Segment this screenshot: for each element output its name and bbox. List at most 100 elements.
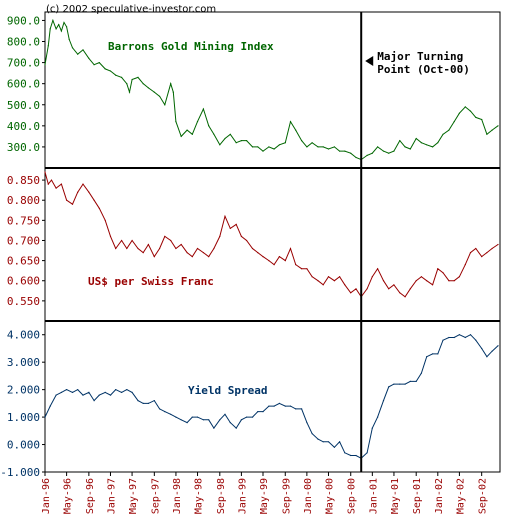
- data-point: [147, 243, 149, 246]
- data-point: [350, 454, 352, 457]
- data-point: [432, 353, 434, 355]
- data-point: [175, 416, 177, 418]
- data-point: [481, 347, 483, 350]
- data-point: [180, 419, 182, 421]
- data-point: [164, 104, 166, 106]
- data-point: [246, 140, 248, 142]
- data-point: [481, 256, 483, 258]
- data-point: [306, 422, 308, 424]
- data-point: [172, 91, 174, 93]
- data-point: [137, 400, 139, 402]
- data-point: [458, 112, 460, 114]
- data-point: [49, 405, 51, 407]
- data-point: [213, 427, 215, 429]
- data-point: [497, 345, 499, 347]
- data-point: [219, 419, 221, 421]
- y-tick-label: 500.0: [7, 99, 40, 112]
- data-point: [268, 260, 270, 262]
- data-point: [240, 419, 242, 421]
- data-point: [377, 416, 379, 418]
- data-point: [159, 247, 161, 250]
- x-tick-label: Jan-96: [41, 478, 52, 514]
- data-point: [137, 247, 139, 250]
- data-point: [339, 441, 341, 443]
- data-point: [202, 252, 204, 254]
- data-point: [251, 247, 254, 250]
- data-point: [388, 152, 390, 154]
- data-point: [432, 146, 434, 148]
- data-point: [66, 389, 68, 391]
- series-label: Yield Spread: [188, 384, 267, 397]
- data-point: [306, 146, 308, 148]
- data-point: [142, 402, 144, 404]
- y-tick-label: 1.000: [7, 411, 40, 424]
- data-point: [284, 260, 286, 262]
- data-point: [229, 422, 231, 424]
- data-point: [393, 383, 395, 385]
- series-label: Barrons Gold Mining Index: [108, 40, 274, 53]
- data-point: [327, 276, 330, 278]
- data-point: [88, 191, 90, 193]
- x-tick-label: Sep-98: [216, 478, 227, 514]
- data-point: [121, 391, 123, 393]
- data-point: [486, 252, 488, 254]
- data-point: [327, 441, 330, 443]
- data-point: [262, 411, 264, 413]
- data-point: [469, 110, 472, 112]
- data-point: [175, 121, 177, 123]
- data-point: [82, 49, 84, 51]
- data-point: [131, 239, 133, 242]
- y-tick-label: -1.000: [0, 466, 40, 479]
- data-point: [278, 144, 280, 146]
- data-point: [71, 47, 74, 49]
- data-point: [186, 252, 188, 254]
- data-point: [170, 413, 172, 415]
- data-point: [289, 405, 292, 407]
- data-point: [175, 247, 177, 250]
- data-point: [235, 142, 237, 144]
- data-point: [262, 256, 264, 258]
- data-point: [289, 121, 292, 123]
- data-point: [147, 87, 149, 89]
- data-point: [469, 252, 472, 254]
- data-point: [311, 433, 313, 435]
- data-point: [273, 148, 275, 150]
- x-tick-label: Jan-00: [303, 478, 314, 514]
- data-point: [58, 24, 60, 26]
- y-tick-label: 4.000: [7, 329, 40, 342]
- data-point: [93, 64, 95, 66]
- data-point: [208, 125, 210, 127]
- data-point: [458, 334, 460, 336]
- y-tick-label: 0.600: [7, 275, 40, 288]
- data-point: [47, 45, 49, 47]
- data-point: [88, 391, 90, 393]
- data-point: [60, 391, 63, 393]
- arrow-icon: [365, 56, 374, 66]
- data-point: [311, 142, 313, 144]
- data-point: [191, 256, 193, 258]
- data-point: [257, 252, 259, 254]
- data-point: [180, 243, 182, 246]
- y-tick-label: 0.750: [7, 214, 40, 227]
- data-point: [109, 235, 112, 237]
- data-point: [50, 179, 53, 181]
- x-tick-label: Sep-01: [412, 478, 423, 514]
- data-point: [257, 146, 259, 148]
- data-point: [229, 133, 231, 135]
- data-point: [371, 427, 373, 429]
- data-point: [104, 68, 106, 70]
- data-point: [219, 235, 221, 237]
- data-point: [213, 133, 215, 135]
- data-point: [486, 133, 488, 135]
- data-point: [371, 276, 373, 278]
- data-point: [224, 413, 226, 415]
- data-point: [481, 118, 483, 121]
- data-point: [153, 400, 155, 402]
- data-point: [409, 148, 411, 150]
- x-tick-label: Jan-99: [237, 478, 248, 514]
- data-point: [153, 256, 155, 258]
- data-point: [437, 353, 439, 355]
- data-point: [202, 108, 204, 110]
- data-point: [344, 150, 346, 152]
